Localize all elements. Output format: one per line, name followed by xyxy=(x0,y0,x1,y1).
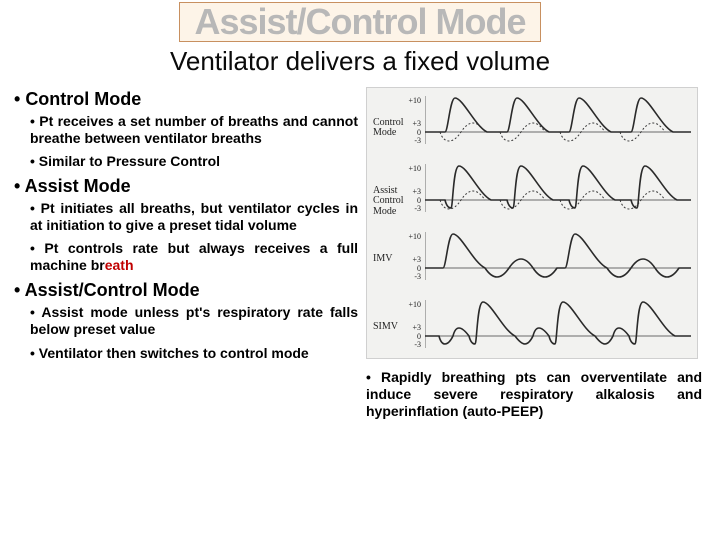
waveform-ytick: +10 xyxy=(408,300,421,309)
control-item: Pt receives a set number of breaths and … xyxy=(30,113,358,147)
waveform-svg xyxy=(425,226,691,294)
right-column: ControlMode+10+30-3AssistControlMode+10+… xyxy=(358,83,702,420)
waveform-label: IMV xyxy=(373,254,392,265)
waveform-row: IMV+10+30-3 xyxy=(367,226,697,294)
section-heading-control: Control Mode xyxy=(14,89,358,110)
assist-item-tail: eath xyxy=(105,257,134,273)
ac-item: Ventilator then switches to control mode xyxy=(30,345,358,362)
section-heading-assist: Assist Mode xyxy=(14,176,358,197)
waveform-ytick: +3 xyxy=(412,187,421,196)
waveform-ytick: +3 xyxy=(412,255,421,264)
waveform-ytick: -3 xyxy=(414,272,421,281)
waveform-label: AssistControlMode xyxy=(373,186,404,218)
waveform-row: AssistControlMode+10+30-3 xyxy=(367,158,697,226)
subtitle: Ventilator delivers a fixed volume xyxy=(0,46,720,77)
waveform-label: ControlMode xyxy=(373,118,404,139)
page-title: Assist/Control Mode xyxy=(194,1,525,42)
waveform-ytick: +3 xyxy=(412,119,421,128)
title-container: Assist/Control Mode xyxy=(0,0,720,42)
content-area: Control Mode Pt receives a set number of… xyxy=(0,77,720,420)
waveform-ytick: +10 xyxy=(408,232,421,241)
waveform-ytick: +3 xyxy=(412,323,421,332)
waveform-row: SIMV+10+30-3 xyxy=(367,294,697,362)
waveform-ytick: -3 xyxy=(414,136,421,145)
title-box: Assist/Control Mode xyxy=(179,2,540,42)
waveform-panel: ControlMode+10+30-3AssistControlMode+10+… xyxy=(366,87,698,359)
waveform-ytick: +10 xyxy=(408,96,421,105)
assist-item: Pt controls rate but always receives a f… xyxy=(30,240,358,274)
warning-note: Rapidly breathing pts can overventilate … xyxy=(366,369,702,420)
waveform-svg xyxy=(425,158,691,226)
assist-item-text: Pt controls rate but always receives a f… xyxy=(30,240,358,273)
waveform-ytick: -3 xyxy=(414,204,421,213)
waveform-ytick: +10 xyxy=(408,164,421,173)
assist-item: Pt initiates all breaths, but ventilator… xyxy=(30,200,358,234)
ac-item: Assist mode unless pt's respiratory rate… xyxy=(30,304,358,338)
waveform-svg xyxy=(425,90,691,158)
section-heading-ac: Assist/Control Mode xyxy=(14,280,358,301)
waveform-row: ControlMode+10+30-3 xyxy=(367,90,697,158)
control-item: Similar to Pressure Control xyxy=(30,153,358,170)
left-column: Control Mode Pt receives a set number of… xyxy=(14,83,358,420)
waveform-svg xyxy=(425,294,691,362)
waveform-ytick: -3 xyxy=(414,340,421,349)
waveform-label: SIMV xyxy=(373,322,398,333)
